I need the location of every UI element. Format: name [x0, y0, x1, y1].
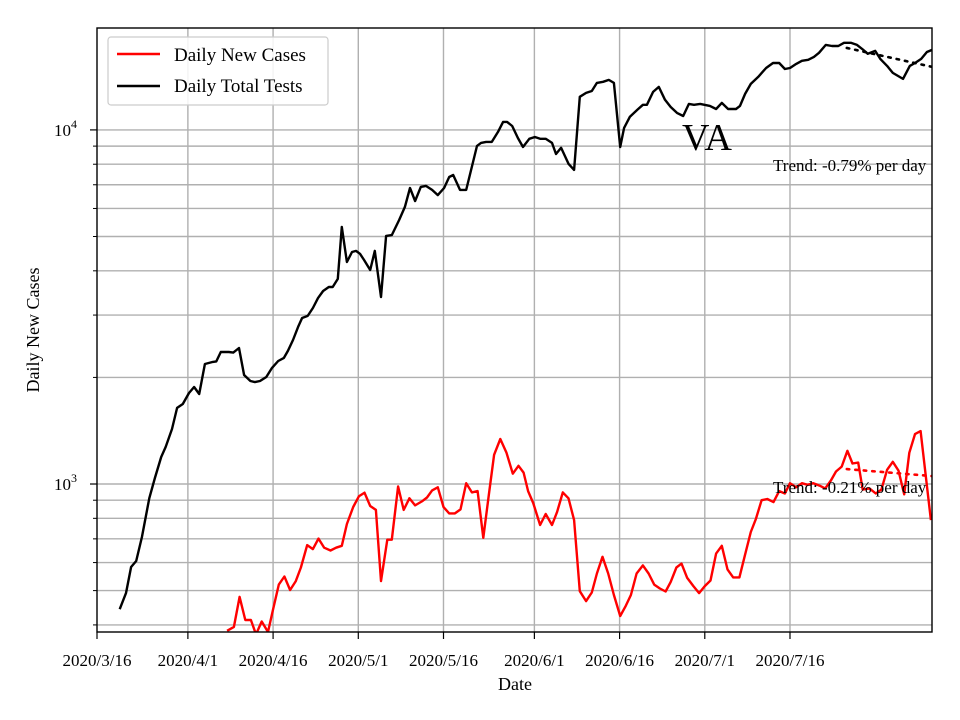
trend-label-cases: Trend: -0.21% per day — [773, 478, 927, 497]
x-tick-label: 2020/5/16 — [409, 651, 478, 670]
x-tick-label: 2020/3/16 — [63, 651, 132, 670]
y-tick-label: 104 — [54, 117, 77, 140]
x-tick-label: 2020/4/16 — [239, 651, 308, 670]
trend-label-tests: Trend: -0.79% per day — [773, 156, 927, 175]
series-line-tests — [118, 41, 932, 610]
legend-label-tests: Daily Total Tests — [174, 76, 303, 97]
y-tick-base: 10 — [54, 475, 71, 494]
y-tick-exponent: 3 — [71, 471, 77, 485]
x-tick-label: 2020/6/1 — [504, 651, 564, 670]
legend-label-cases: Daily New Cases — [174, 45, 306, 66]
plot-frame — [96, 27, 933, 633]
x-axis-label: Date — [498, 674, 532, 694]
series-group — [118, 41, 932, 632]
y-axis-label: Daily New Cases — [23, 268, 43, 393]
legend-box — [107, 36, 329, 106]
x-tick-label: 2020/7/16 — [756, 651, 825, 670]
x-tick-label: 2020/4/1 — [158, 651, 218, 670]
trend-line-tests — [845, 46, 932, 69]
x-tick-label: 2020/5/1 — [328, 651, 388, 670]
x-tick-label: 2020/7/1 — [675, 651, 735, 670]
chart-title: VA — [682, 117, 733, 159]
y-tick-base: 10 — [54, 121, 71, 140]
x-tick-label: 2020/6/16 — [585, 651, 654, 670]
legend: Daily New Cases Daily Total Tests — [107, 36, 329, 106]
y-tick-exponent: 4 — [71, 117, 77, 131]
y-tick-label: 103 — [54, 471, 77, 494]
series-line-cases — [226, 429, 932, 632]
gridlines — [97, 28, 932, 632]
trend-line-cases — [845, 467, 932, 478]
